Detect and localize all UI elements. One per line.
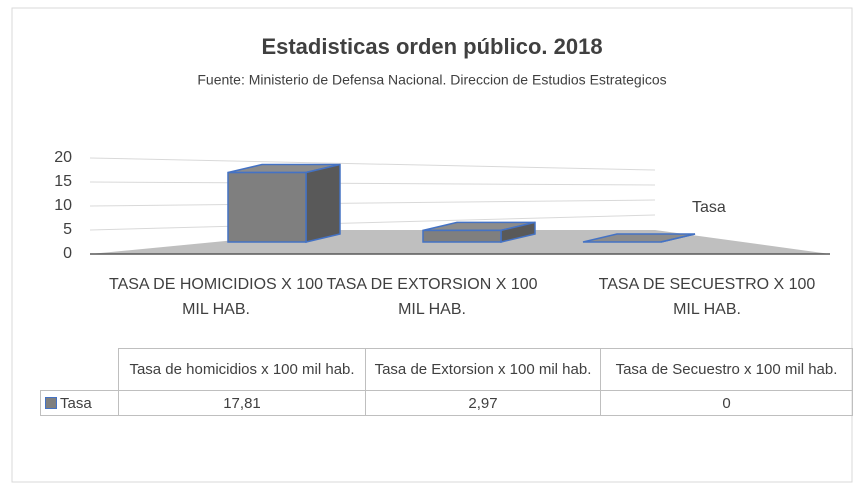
y-tick-label: 10 <box>54 197 72 214</box>
bar-side <box>660 233 696 243</box>
x-tick-label: TASA DE SECUESTRO X 100 MIL HAB. <box>598 276 816 318</box>
x-tick-label: TASA DE HOMICIDIOS X 100 MIL HAB. <box>109 276 323 318</box>
chart-subtitle: Fuente: Ministerio de Defensa Nacional. … <box>197 72 666 88</box>
bar <box>422 229 502 243</box>
y-tick-label: 20 <box>54 149 72 166</box>
grid-line <box>89 157 656 171</box>
table-header: Tasa de homicidios x 100 mil hab. <box>118 348 366 391</box>
grid-line <box>89 214 656 231</box>
bar-side <box>305 163 341 243</box>
x-tick-label: TASA DE EXTORSION X 100 MIL HAB. <box>326 276 538 318</box>
table-value: 2,97 <box>365 390 601 416</box>
y-tick-label: 0 <box>63 245 72 262</box>
depth-axis-label: Tasa <box>692 199 726 216</box>
bar <box>227 171 307 243</box>
table-header: Tasa de Secuestro x 100 mil hab. <box>600 348 853 391</box>
y-tick-label: 15 <box>54 173 72 190</box>
table-header: Tasa de Extorsion x 100 mil hab. <box>365 348 601 391</box>
legend-swatch <box>45 397 57 409</box>
grid-line <box>89 199 656 207</box>
table-legend-cell: Tasa <box>40 390 119 416</box>
y-tick-label: 5 <box>63 221 72 238</box>
table-value: 17,81 <box>118 390 366 416</box>
grid-line <box>89 181 656 186</box>
legend-label: Tasa <box>60 394 92 412</box>
chart-title: Estadisticas orden público. 2018 <box>261 34 602 59</box>
table-value: 0 <box>600 390 853 416</box>
